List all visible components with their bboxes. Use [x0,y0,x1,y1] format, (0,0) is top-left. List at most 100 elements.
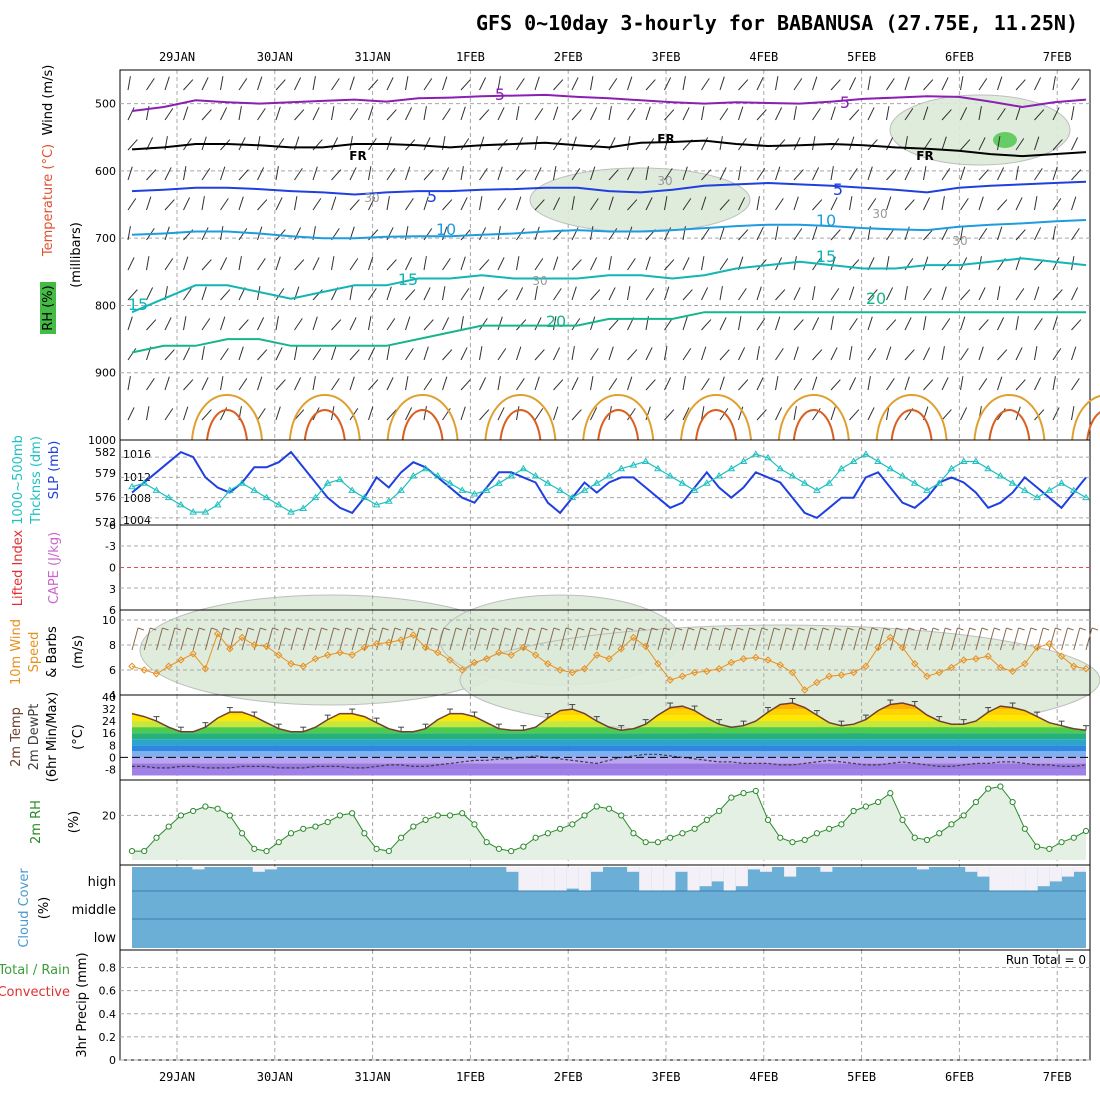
wind-speed-marker [348,651,356,659]
surface-wind-barb [260,627,267,631]
precip-tick: 0.6 [99,985,117,998]
wind-barb [664,77,672,91]
wind-speed-marker [678,672,687,680]
wind-barb [127,76,131,91]
cloud-clear-cell [1073,867,1086,872]
rh-marker [911,834,918,841]
wind-speed-marker [862,662,870,670]
wind-barb [146,287,154,301]
thickness-marker [262,493,271,501]
wind-barb [479,377,487,391]
wind-barb [867,376,871,391]
wind-barb [756,286,762,301]
wind-barb [497,107,505,121]
wind-barb [960,139,971,151]
wind-barb [664,109,675,121]
thickness-marker [959,457,968,464]
wind-barb [590,348,599,361]
thickness-marker [935,479,944,486]
axis-title-cloud: Cloud Cover [17,868,32,948]
wind-barb [978,106,982,121]
date-label-bottom: 5FEB [847,1070,876,1084]
wind-barb [590,407,598,421]
surface-wind-barb [1073,627,1081,651]
wind-barb [812,286,816,301]
wind-barb [331,106,335,121]
wind-barb [645,347,653,361]
wind-barb [590,76,594,91]
surface-wind-barb [351,627,359,651]
surface-isotherm [890,409,933,441]
wind-speed-marker [482,655,491,663]
wind-barb [146,78,155,91]
cloud-clear-cell [639,867,652,891]
wind-barb [386,346,390,361]
wind-barb [701,287,709,301]
surface-isotherm [1086,411,1100,441]
wind-barb [849,259,860,271]
wind-barb [960,198,969,211]
wind-speed-marker [164,662,173,670]
wind-barb [1052,316,1058,331]
wind-barb [479,286,485,301]
axis-title-wind-units: (m/s) [71,635,86,669]
wind-barb [553,79,564,91]
wind-barb [405,376,409,391]
wind-barb [904,76,910,91]
surface-wind-barb [584,627,592,651]
thickness-marker [1008,479,1017,486]
thickness-marker [813,486,821,493]
wind-speed-marker [654,660,662,668]
cloud-clear-cell [252,867,265,872]
wind-barb [978,346,984,361]
wind-barb [349,167,357,181]
wind-barb [423,319,434,331]
wind-barb [719,408,729,421]
wind-barb [534,317,542,331]
pressure-tick: 700 [95,232,116,245]
wind-barb [719,76,725,91]
wind-barb [1052,257,1060,271]
surface-isotherm [777,394,850,441]
wind-barb [793,346,799,361]
wind-barb [775,166,781,181]
wind-barb [571,377,579,391]
wind-barb [1052,166,1058,181]
wind-barb [886,137,894,151]
wind-barb [497,348,507,361]
surface-isotherm [597,409,640,441]
wind-barb [1052,198,1062,211]
wind-barb [1015,229,1026,241]
wind-barb [553,379,564,391]
cloud-clear-cell [820,867,833,872]
wind-barb [442,317,450,331]
wind-speed-marker [788,668,797,677]
wind-barb [497,257,505,271]
wind-barb [756,346,760,361]
wind-barb [275,288,285,301]
wind-barb [220,348,229,361]
wind-barb [849,136,855,151]
surface-wind-barb [865,627,873,651]
wind-barb [294,409,305,421]
thickness-marker [482,486,491,493]
wind-barb [497,166,503,181]
rh-marker [446,812,454,819]
wind-barb [553,106,559,121]
wind-barb [664,286,670,301]
wind-barb [867,76,871,91]
wind-barb [534,349,545,361]
rh-marker [520,843,527,850]
wind-barb [331,78,340,91]
pressure-tick: 900 [95,367,116,380]
surface-wind-barb [529,627,536,631]
cloud-clear-cell [977,867,990,877]
wind-barb [682,316,688,331]
surface-wind-barb [480,627,487,631]
surface-wind-barb [204,627,212,651]
surface-wind-barb [1030,627,1038,631]
wind-barb [571,196,575,211]
wind-barb [701,406,705,421]
surface-wind-barb [627,627,634,631]
surface-wind-barb [486,627,494,651]
